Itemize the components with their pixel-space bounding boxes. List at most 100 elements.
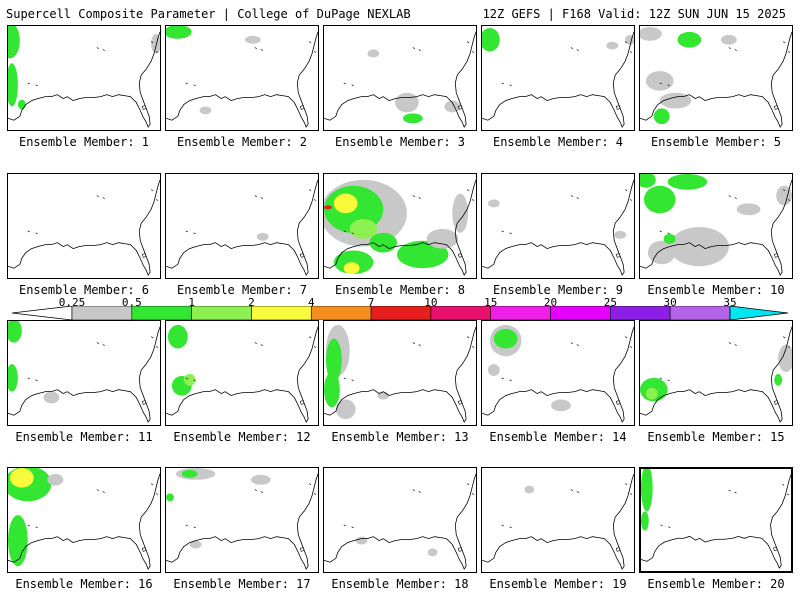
ensemble-panel-4 (481, 25, 635, 131)
boundary-mark (734, 344, 737, 346)
header-title: Supercell Composite Parameter | College … (6, 7, 411, 21)
ensemble-panel-20 (639, 467, 793, 573)
ensemble-map-20 (641, 469, 791, 569)
ensemble-panel-8 (323, 173, 477, 279)
ensemble-label: Ensemble Member: 4 (492, 135, 624, 149)
colorbar-segment (370, 306, 432, 320)
boundary-mark (351, 84, 354, 87)
coastline (482, 179, 634, 276)
boundary-mark (193, 526, 196, 529)
boundary-mark (260, 49, 263, 51)
boundary-mark (782, 189, 786, 191)
boundary-mark (155, 51, 159, 53)
boundary-mark (351, 232, 354, 235)
boundary-mark (150, 41, 154, 43)
ensemble-map-12 (166, 324, 318, 423)
boundary-mark (667, 379, 670, 382)
scp-contour (551, 399, 571, 412)
ensemble-label: Ensemble Member: 14 (489, 430, 627, 444)
boundary-mark (624, 483, 628, 485)
boundary-mark (570, 489, 573, 491)
boundary-mark (150, 483, 154, 485)
boundary-mark (260, 491, 263, 493)
boundary-mark (343, 524, 346, 527)
boundary-mark (193, 379, 196, 382)
ensemble-label: Ensemble Member: 2 (176, 135, 308, 149)
boundary-mark (501, 230, 504, 233)
scp-contour (343, 262, 360, 275)
scp-contour (333, 250, 374, 275)
ensemble-label: Ensemble Member: 1 (18, 135, 150, 149)
boundary-mark (150, 336, 154, 338)
scp-contour (641, 469, 653, 512)
ensemble-label: Ensemble Member: 7 (176, 283, 308, 297)
colorbar-tick-label: 10 (424, 296, 438, 309)
boundary-mark (570, 47, 573, 49)
boundary-mark (782, 484, 785, 486)
boundary-mark (155, 346, 159, 348)
coastline (324, 179, 476, 276)
lake-outline (457, 547, 463, 552)
colorbar-tick-label: 25 (603, 296, 617, 309)
lake-outline (773, 546, 778, 552)
coastline (8, 179, 160, 276)
boundary-mark (734, 49, 737, 51)
lake-outline (615, 400, 621, 405)
lake-outline (615, 253, 621, 258)
lake-outline (457, 253, 463, 258)
boundary-mark (466, 483, 470, 485)
ensemble-map-17 (166, 468, 318, 570)
ensemble-label: Ensemble Member: 11 (15, 430, 153, 444)
ensemble-map-11 (8, 321, 160, 423)
boundary-mark (193, 232, 196, 235)
boundary-mark (343, 230, 346, 233)
coastline (482, 473, 634, 570)
coastline (641, 474, 791, 569)
scp-contour (641, 511, 649, 531)
lake-outline (773, 253, 779, 258)
boundary-mark (35, 526, 38, 529)
scp-contour (452, 193, 469, 233)
lake-outline (141, 253, 147, 258)
boundary-mark (728, 195, 731, 197)
boundary-mark (787, 199, 791, 201)
scp-contour (669, 226, 729, 267)
boundary-mark (102, 491, 105, 493)
colorbar-segment (310, 306, 372, 320)
boundary-mark (185, 230, 188, 233)
colorbar-tick-label: 15 (484, 296, 498, 309)
ensemble-panel-13 (323, 320, 477, 426)
ensemble-panel-19 (481, 467, 635, 573)
boundary-mark (185, 377, 188, 380)
boundary-mark (667, 232, 670, 235)
ensemble-panel-6 (7, 173, 161, 279)
boundary-mark (570, 342, 573, 344)
ensemble-map-9 (482, 179, 634, 276)
boundary-mark (728, 489, 731, 492)
ensemble-map-15 (640, 326, 792, 423)
scp-contour (395, 92, 419, 113)
ensemble-map-19 (482, 473, 634, 570)
scp-contour (9, 468, 34, 488)
boundary-mark (412, 489, 415, 491)
scp-contour (402, 113, 423, 124)
ensemble-panel-10 (639, 173, 793, 279)
lake-outline (299, 547, 305, 552)
coastline (166, 31, 318, 128)
ensemble-map-1 (8, 26, 160, 128)
ensemble-map-2 (166, 26, 318, 128)
ensemble-label: Ensemble Member: 17 (173, 577, 311, 591)
scp-contour (324, 205, 332, 210)
colorbar-tick-label: 1 (188, 296, 195, 309)
scp-contour (8, 321, 22, 343)
boundary-mark (96, 489, 99, 491)
lake-outline (773, 105, 779, 110)
boundary-mark (501, 524, 504, 527)
boundary-mark (418, 197, 421, 199)
colorbar-tick-label: 2 (248, 296, 255, 309)
ensemble-map-6 (8, 179, 160, 276)
ensemble-panel-7 (165, 173, 319, 279)
coastline (166, 179, 318, 276)
ensemble-label: Ensemble Member: 15 (647, 430, 785, 444)
boundary-mark (35, 84, 38, 87)
